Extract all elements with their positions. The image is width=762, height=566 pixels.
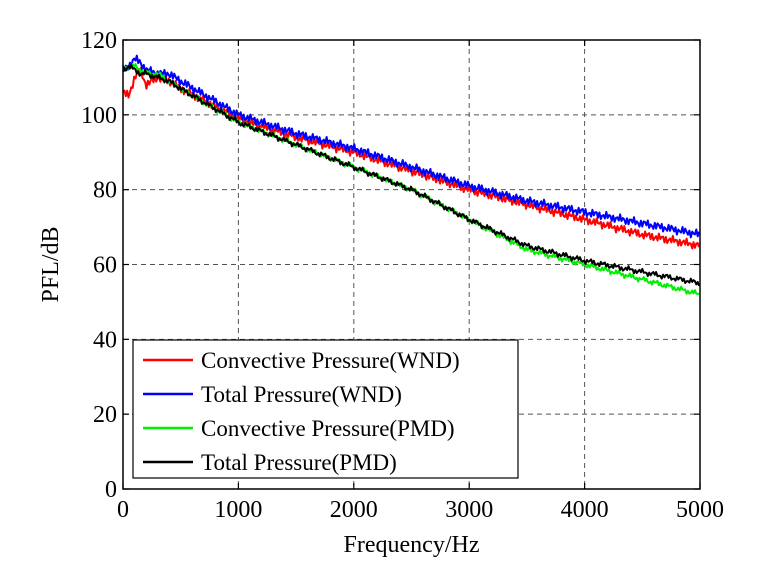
x-tick-label: 1000 (214, 497, 262, 523)
x-tick-label: 2000 (330, 497, 378, 523)
legend-label: Convective Pressure(WND) (201, 348, 460, 373)
x-tick-label: 4000 (561, 497, 609, 523)
x-tick-label: 5000 (676, 497, 724, 523)
legend-label: Total Pressure(PMD) (201, 450, 397, 475)
x-tick-label: 3000 (445, 497, 493, 523)
y-tick-label: 20 (93, 402, 117, 428)
series-layer (122, 54, 701, 295)
y-tick-label: 0 (105, 477, 117, 503)
legend-label: Total Pressure(WND) (201, 382, 402, 407)
x-tick-label: 0 (117, 497, 129, 523)
series-line-2 (122, 54, 701, 239)
y-axis-label: PFL/dB (38, 226, 64, 302)
series-line-1 (122, 66, 701, 250)
y-tick-label: 120 (81, 28, 117, 54)
y-tick-label: 60 (93, 253, 117, 279)
grid (123, 40, 700, 489)
legend-box (132, 339, 519, 479)
y-tick-label: 100 (81, 103, 117, 129)
series-line-4 (122, 64, 701, 287)
ticks: 0 1000 2000 3000 4000 5000 0 20 40 60 80 100 120 (81, 28, 724, 523)
x-axis-label: Frequency/Hz (344, 532, 480, 558)
legend: Convective Pressure(WND) Total Pressure(W… (132, 339, 519, 479)
y-tick-label: 80 (93, 178, 117, 204)
y-tick-label: 40 (93, 327, 117, 353)
legend-label: Convective Pressure(PMD) (201, 416, 455, 441)
